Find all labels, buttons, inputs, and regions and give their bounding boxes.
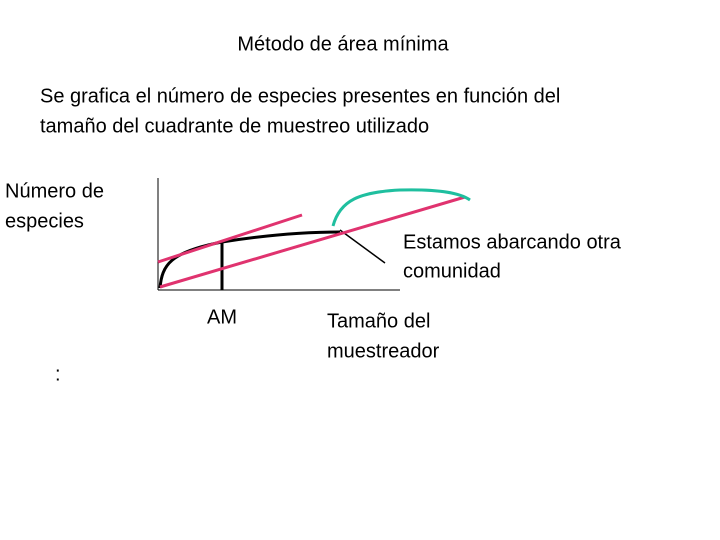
title: Método de área mínima xyxy=(237,33,449,55)
footnote: : xyxy=(55,363,61,385)
tangent-line xyxy=(157,213,303,264)
annotation-pointer xyxy=(339,229,386,264)
annotation: Estamos abarcando otra xyxy=(403,231,622,253)
y-axis-label: especies xyxy=(5,210,84,232)
annotation: comunidad xyxy=(403,260,501,282)
description-line: Se grafica el número de especies present… xyxy=(40,85,560,107)
other-community-curve xyxy=(331,188,471,227)
x-axis-label: muestreador xyxy=(327,340,440,362)
x-axis-label: Tamaño del xyxy=(327,310,430,332)
y-axis-label: Número de xyxy=(5,180,104,202)
secant-line xyxy=(159,195,466,289)
description-line: tamaño del cuadrante de muestreo utiliza… xyxy=(40,115,429,137)
marker-label: AM xyxy=(207,306,237,328)
